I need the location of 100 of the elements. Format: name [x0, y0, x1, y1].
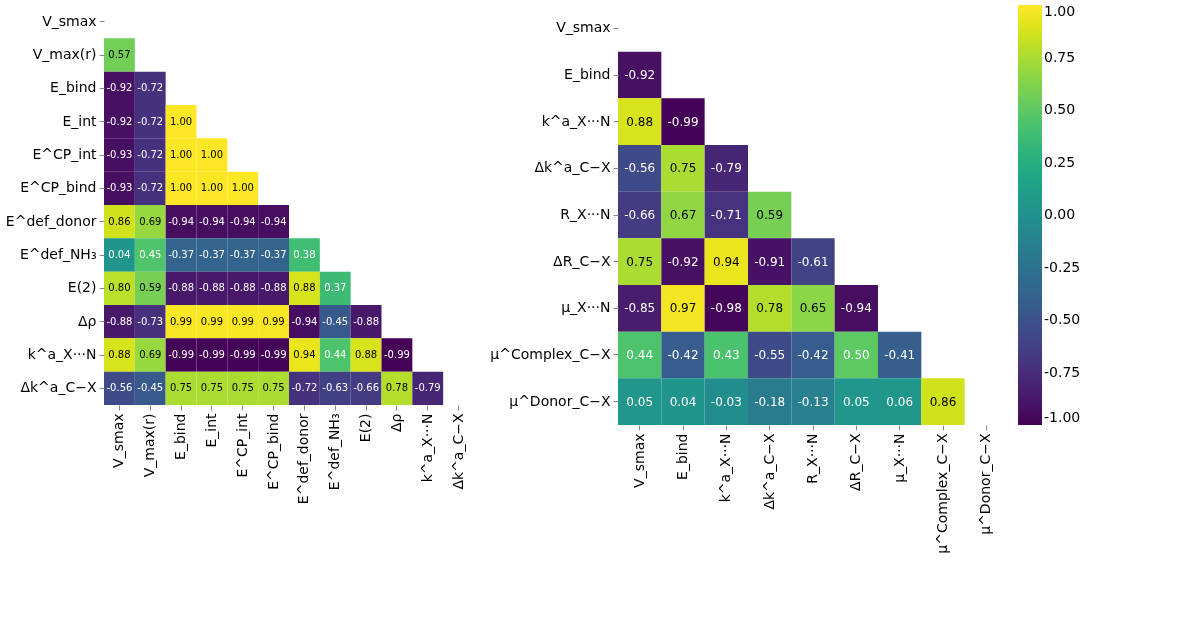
data-label: 0.04 [108, 249, 131, 260]
data-label: -0.37 [168, 249, 195, 260]
data-label: -0.72 [137, 82, 164, 94]
data-label: 0.99 [262, 315, 285, 327]
data-label: 0.86 [108, 215, 131, 227]
data-label: -0.99 [667, 114, 699, 129]
data-label: -0.42 [797, 348, 829, 362]
data-label: -0.61 [797, 254, 829, 269]
data-label: 1.00 [169, 149, 193, 160]
y-tick-label: E(2) [67, 279, 97, 296]
data-label: -0.99 [229, 349, 256, 360]
data-label: 0.88 [293, 282, 316, 294]
data-label: -0.98 [710, 301, 742, 316]
data-label: 0.65 [799, 301, 827, 316]
data-label: 0.38 [293, 249, 316, 260]
data-label: 0.78 [756, 301, 784, 316]
y-tick-label: Δk^a_C−X [20, 379, 97, 396]
data-label: 0.67 [669, 208, 697, 222]
y-tick-label: E^CP_int [32, 146, 98, 162]
y-tick-label: E_bind [564, 66, 611, 82]
color-bar-label: 0.50 [1044, 101, 1076, 117]
data-label: -0.88 [198, 282, 225, 294]
y-tick-label: E_bind [50, 79, 97, 96]
data-label: 0.06 [886, 394, 914, 409]
data-label: 0.99 [169, 315, 193, 327]
x-tick-label: E_bind [674, 433, 690, 480]
data-label: 0.88 [108, 349, 131, 360]
data-label: -0.03 [710, 394, 742, 409]
data-label: 0.05 [842, 394, 870, 409]
data-label: 0.59 [756, 208, 784, 222]
y-tick-label: V_smax [42, 12, 97, 29]
data-label: -0.73 [137, 315, 164, 327]
data-label: -0.66 [624, 208, 656, 222]
x-tick-label: R_X···N [804, 433, 820, 484]
data-label: 0.99 [231, 315, 254, 327]
x-tick-label: μ_X···N [890, 433, 907, 483]
y-tick-label: ΔR_C−X [553, 252, 611, 269]
x-tick-label: Δρ [387, 413, 404, 432]
data-label: 0.75 [626, 254, 654, 269]
data-label: -0.56 [624, 161, 656, 176]
y-tick-label: V_max(r) [32, 46, 97, 62]
data-label: -0.13 [797, 394, 829, 409]
y-tick-label: k^a_X···N [541, 112, 611, 129]
data-label: -0.99 [260, 349, 287, 360]
data-label: 0.45 [139, 249, 162, 260]
data-label: 0.75 [669, 161, 697, 176]
y-tick-label: E^CP_bind [20, 179, 97, 196]
data-label: -0.92 [106, 115, 133, 127]
data-label: -0.63 [322, 382, 349, 394]
data-label: -0.45 [137, 382, 164, 394]
data-label: -0.94 [840, 301, 872, 316]
data-label: 0.88 [626, 114, 654, 129]
x-tick-label: E_int [202, 413, 219, 448]
data-label: -0.37 [198, 249, 225, 260]
data-label: 0.05 [626, 394, 654, 409]
data-label: 1.00 [200, 149, 224, 160]
data-label: 0.99 [200, 315, 224, 327]
x-tick-label: E^CP_int [233, 412, 250, 478]
data-label: -0.88 [229, 282, 256, 294]
data-label: -0.71 [710, 208, 742, 222]
color-bar-label: -0.25 [1044, 258, 1081, 275]
data-label: -0.93 [106, 182, 133, 194]
data-label: -0.92 [667, 254, 699, 269]
y-tick-label: R_X···N [560, 206, 611, 222]
data-label: -0.66 [353, 382, 380, 394]
y-tick-label: Δρ [78, 312, 97, 329]
x-tick-label: k^a_X···N [717, 433, 734, 503]
data-label: -0.56 [106, 382, 133, 394]
data-label: -0.55 [754, 348, 786, 362]
data-label: 0.75 [169, 382, 193, 394]
x-tick-label: Δk^a_C−X [760, 433, 777, 510]
color-bar-label: -0.50 [1044, 311, 1081, 327]
data-label: 0.44 [324, 349, 347, 360]
data-label: -0.92 [624, 68, 656, 82]
data-label: -0.37 [229, 249, 256, 260]
color-bar-label: 0.75 [1044, 48, 1076, 65]
data-label: 1.00 [169, 182, 193, 194]
data-label: 0.86 [929, 394, 957, 409]
y-tick-label: Δk^a_C−X [534, 159, 611, 176]
data-label: 0.75 [262, 382, 285, 394]
data-label: 0.94 [712, 254, 740, 269]
data-label: -0.99 [168, 349, 195, 360]
data-label: -0.72 [137, 149, 164, 160]
x-tick-label: E^CP_bind [264, 413, 281, 490]
data-label: -0.72 [137, 182, 164, 194]
data-label: 0.57 [108, 49, 131, 60]
data-label: 0.78 [385, 382, 409, 394]
x-tick-label: V_smax [630, 433, 647, 488]
data-label: 0.43 [712, 348, 740, 362]
data-label: -0.94 [260, 215, 287, 227]
data-label: 0.44 [626, 348, 654, 362]
data-label: -0.91 [754, 254, 786, 269]
color-bar-label: 0.00 [1044, 206, 1076, 222]
x-tick-label: V_max(r) [141, 413, 158, 478]
data-label: -0.85 [624, 301, 656, 316]
data-label: -0.72 [137, 115, 164, 127]
x-tick-label: E^def_NH₃ [326, 413, 343, 491]
data-label: -0.79 [710, 161, 742, 176]
data-label: 0.69 [139, 349, 162, 360]
data-label: -0.88 [168, 282, 195, 294]
